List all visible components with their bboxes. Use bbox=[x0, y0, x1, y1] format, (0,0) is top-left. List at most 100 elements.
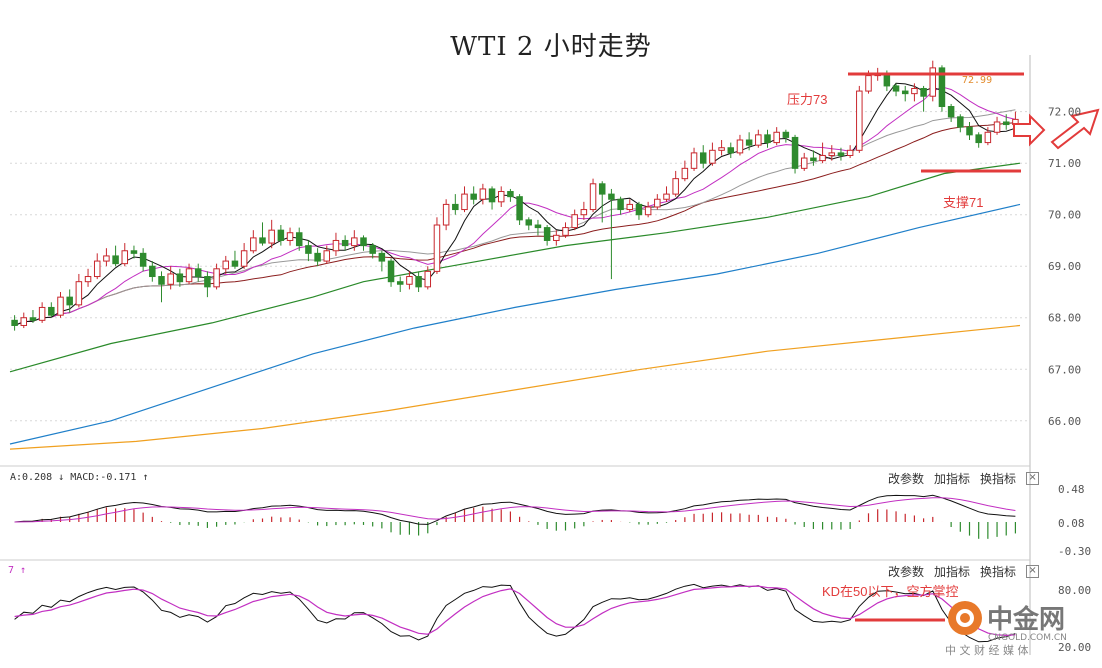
candlesticks bbox=[11, 60, 1019, 331]
y-tick-label: 70.00 bbox=[1048, 209, 1081, 222]
candle bbox=[947, 103, 955, 122]
candle-body bbox=[608, 193, 615, 200]
candle-body bbox=[57, 296, 64, 316]
candle-body bbox=[406, 276, 413, 285]
candle bbox=[938, 65, 946, 112]
kd-panel: 80.00 20.00 bbox=[14, 583, 1091, 654]
candle bbox=[690, 147, 698, 171]
candle-body bbox=[415, 276, 422, 288]
watermark-logo: 中金网 CNGOLD.COM.CN 中 文 财 经 媒 体 bbox=[945, 596, 1095, 662]
add-indicator-button[interactable]: 加指标 bbox=[934, 565, 971, 579]
candle-body bbox=[975, 134, 982, 144]
ma60-line bbox=[9, 162, 1021, 373]
candle-body bbox=[534, 224, 542, 229]
candle-body bbox=[764, 134, 771, 144]
close-icon[interactable]: × bbox=[1026, 472, 1040, 485]
candle bbox=[11, 315, 18, 331]
candle bbox=[48, 302, 55, 318]
candle bbox=[222, 255, 230, 274]
candle-body bbox=[222, 260, 230, 270]
candle bbox=[745, 132, 753, 151]
candle bbox=[828, 145, 836, 161]
candle bbox=[176, 268, 184, 287]
candle bbox=[442, 199, 450, 231]
price-y-axis: 72.00 71.00 70.00 69.00 68.00 67.00 66.00 bbox=[1048, 106, 1081, 428]
candle bbox=[305, 240, 312, 262]
candle-body bbox=[654, 198, 661, 208]
candle-body bbox=[929, 67, 937, 97]
candle bbox=[819, 142, 826, 164]
candle-body bbox=[800, 157, 808, 169]
candle-body bbox=[690, 152, 698, 169]
candle bbox=[497, 186, 505, 207]
change-params-button[interactable]: 改参数 bbox=[888, 565, 925, 579]
candle-body bbox=[497, 191, 505, 203]
candle bbox=[259, 222, 266, 246]
price-grid bbox=[0, 55, 1031, 655]
candle-body bbox=[828, 152, 836, 156]
candle-body bbox=[488, 188, 496, 203]
candle-body bbox=[553, 234, 560, 241]
candle bbox=[800, 152, 808, 171]
candle bbox=[856, 85, 863, 153]
candle-body bbox=[378, 252, 386, 262]
candle-body bbox=[617, 198, 624, 211]
candle-body bbox=[562, 227, 569, 236]
candle-body bbox=[295, 232, 303, 247]
candle bbox=[470, 186, 477, 205]
macd-tick-label: -0.30 bbox=[1058, 545, 1091, 558]
candle bbox=[20, 312, 28, 329]
candle bbox=[351, 230, 358, 251]
candle-body bbox=[433, 224, 441, 272]
candle bbox=[782, 129, 790, 143]
candle-body bbox=[791, 136, 799, 169]
candle bbox=[534, 219, 542, 236]
candle-body bbox=[810, 157, 817, 162]
candle-body bbox=[993, 121, 1001, 133]
candle bbox=[424, 266, 432, 290]
swap-indicator-button[interactable]: 换指标 bbox=[980, 472, 1017, 486]
candle bbox=[488, 186, 496, 210]
kd-toolbar: 改参数 加指标 换指标 × bbox=[888, 563, 1040, 580]
candle-body bbox=[103, 255, 110, 262]
kd-tick-label: 80.00 bbox=[1058, 584, 1091, 597]
candle-body bbox=[452, 203, 459, 211]
candle bbox=[149, 261, 156, 282]
candle-body bbox=[782, 131, 790, 138]
moving-averages bbox=[9, 82, 1021, 450]
candle-body bbox=[194, 268, 202, 278]
right-arrow-icon bbox=[1013, 113, 1046, 147]
candle bbox=[250, 230, 257, 254]
support-label: 支撑71 bbox=[943, 195, 983, 210]
candle-body bbox=[461, 193, 468, 211]
candle bbox=[204, 271, 211, 298]
candle bbox=[295, 227, 303, 251]
candle-body bbox=[351, 237, 358, 247]
candle bbox=[158, 271, 165, 303]
candle bbox=[663, 186, 670, 202]
candle-body bbox=[231, 260, 239, 267]
candle-body bbox=[709, 149, 716, 164]
chart-title: WTI 2 小时走势 bbox=[450, 32, 652, 62]
candle bbox=[314, 248, 321, 267]
macd-tick-label: 0.08 bbox=[1058, 517, 1085, 530]
candle bbox=[387, 258, 395, 287]
change-params-button[interactable]: 改参数 bbox=[888, 472, 925, 486]
candle-body bbox=[644, 206, 652, 216]
candle bbox=[764, 129, 771, 148]
candle-body bbox=[176, 273, 184, 283]
candle bbox=[911, 83, 918, 102]
swap-indicator-button[interactable]: 换指标 bbox=[980, 565, 1017, 579]
ma240-line bbox=[9, 324, 1021, 450]
candle-body bbox=[865, 75, 872, 92]
candle bbox=[984, 127, 992, 146]
dif-line bbox=[14, 494, 1016, 525]
candle-body bbox=[580, 209, 588, 216]
cngold-logo-icon: 中金网 CNGOLD.COM.CN 中 文 财 经 媒 体 bbox=[945, 601, 1067, 657]
candle-body bbox=[396, 281, 404, 285]
close-icon[interactable]: × bbox=[1026, 565, 1040, 578]
high-price-label: 72.99 bbox=[962, 75, 992, 86]
add-indicator-button[interactable]: 加指标 bbox=[934, 472, 971, 486]
candle-body bbox=[268, 229, 275, 244]
ma120-line bbox=[9, 203, 1021, 445]
